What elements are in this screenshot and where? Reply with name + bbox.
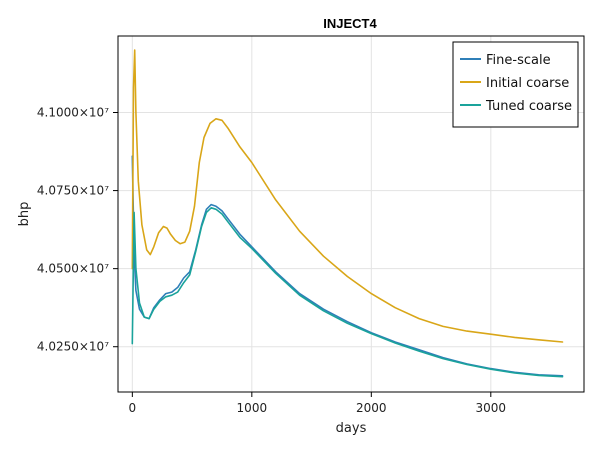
x-tick-label: 1000 — [237, 401, 268, 415]
legend-box — [452, 41, 579, 128]
legend-label: Tuned coarse — [485, 99, 572, 114]
x-tick-label: 2000 — [356, 401, 387, 415]
series-line-3 — [131, 207, 564, 378]
plot-frame — [117, 35, 585, 393]
x-tick-label: 3000 — [476, 401, 507, 415]
x-tick-label: 0 — [129, 401, 137, 415]
legend-label: Fine-scale — [486, 53, 551, 68]
x-axis-label: days — [336, 421, 367, 436]
y-tick-label: 4.0250×10⁷ — [37, 340, 109, 354]
axis-ticks: 0 1000 2000 3000 4.0250×10⁷ 4.0500×10⁷ 4.0750×… — [37, 106, 506, 415]
y-tick-label: 4.0500×10⁷ — [37, 262, 109, 276]
legend-label: Initial coarse — [486, 76, 569, 91]
series-lines — [131, 49, 564, 378]
y-axis-label: bhp — [17, 202, 32, 227]
chart-title: INJECT4 — [323, 16, 377, 31]
legend: Fine-scale Initial coarse Tuned coarse — [452, 41, 579, 128]
series-line-2 — [131, 49, 564, 343]
y-tick-label: 4.0750×10⁷ — [37, 184, 109, 198]
y-tick-label: 4.1000×10⁷ — [37, 106, 109, 120]
